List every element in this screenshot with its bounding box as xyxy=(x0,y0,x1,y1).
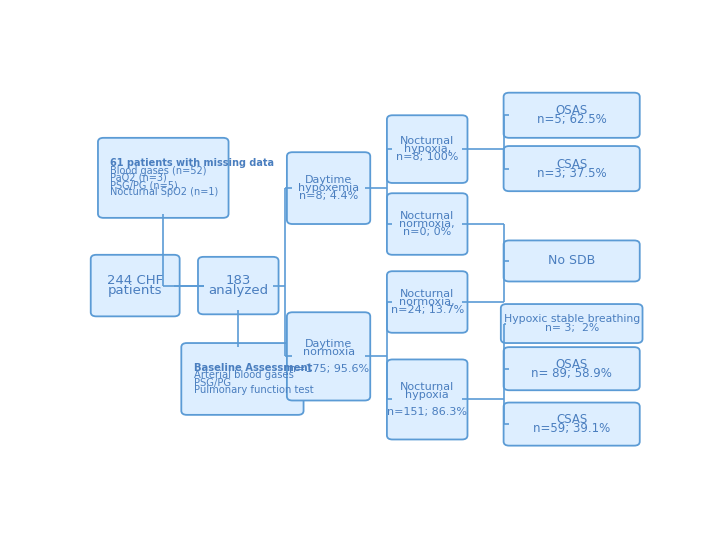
Text: normoxia,: normoxia, xyxy=(399,297,455,307)
Text: PSG/PG: PSG/PG xyxy=(194,378,231,387)
Text: n=59; 39.1%: n=59; 39.1% xyxy=(533,422,610,435)
Text: Blood gases (n=52): Blood gases (n=52) xyxy=(110,166,206,175)
Text: n=5; 62.5%: n=5; 62.5% xyxy=(537,113,607,126)
Text: hypoxemia: hypoxemia xyxy=(298,183,359,193)
FancyBboxPatch shape xyxy=(287,312,370,400)
Text: n= 3;  2%: n= 3; 2% xyxy=(544,322,599,333)
FancyBboxPatch shape xyxy=(98,138,229,218)
Text: No SDB: No SDB xyxy=(548,254,595,268)
FancyBboxPatch shape xyxy=(503,93,640,138)
FancyBboxPatch shape xyxy=(387,193,467,255)
FancyBboxPatch shape xyxy=(503,402,640,446)
FancyBboxPatch shape xyxy=(387,359,467,440)
Text: Nocturnal: Nocturnal xyxy=(400,382,455,392)
Text: n= 89; 58.9%: n= 89; 58.9% xyxy=(531,367,612,379)
Text: patients: patients xyxy=(108,284,163,297)
Text: normoxia: normoxia xyxy=(303,347,355,357)
Text: n=8; 100%: n=8; 100% xyxy=(396,152,458,163)
Text: n=24; 13.7%: n=24; 13.7% xyxy=(391,305,464,316)
Text: 244 CHF: 244 CHF xyxy=(107,274,163,287)
Text: Hypoxic stable breathing: Hypoxic stable breathing xyxy=(503,314,640,325)
Text: hypoxia: hypoxia xyxy=(405,390,449,400)
Text: n=0; 0%: n=0; 0% xyxy=(403,228,451,237)
Text: n=3; 37.5%: n=3; 37.5% xyxy=(537,166,607,180)
Text: PSG/PG (n=5): PSG/PG (n=5) xyxy=(110,180,178,190)
Text: 61 patients with missing data: 61 patients with missing data xyxy=(110,158,274,168)
Text: n=8; 4.4%: n=8; 4.4% xyxy=(299,191,358,201)
FancyBboxPatch shape xyxy=(387,115,467,183)
Text: CSAS: CSAS xyxy=(556,158,587,171)
FancyBboxPatch shape xyxy=(503,146,640,191)
FancyBboxPatch shape xyxy=(181,343,303,415)
Text: Nocturnal: Nocturnal xyxy=(400,289,455,298)
FancyBboxPatch shape xyxy=(500,304,642,343)
FancyBboxPatch shape xyxy=(387,271,467,333)
Text: PaO2 (n=3): PaO2 (n=3) xyxy=(110,173,167,183)
Text: Nocturnal SpO2 (n=1): Nocturnal SpO2 (n=1) xyxy=(110,188,219,197)
FancyBboxPatch shape xyxy=(287,152,370,224)
Text: Pulmonary function test: Pulmonary function test xyxy=(194,385,313,395)
Text: hypoxia,: hypoxia, xyxy=(404,144,451,154)
Text: OSAS: OSAS xyxy=(556,358,588,371)
Text: Nocturnal: Nocturnal xyxy=(400,211,455,221)
Text: CSAS: CSAS xyxy=(556,413,587,426)
Text: n=175; 95.6%: n=175; 95.6% xyxy=(288,364,369,374)
Text: normoxia,: normoxia, xyxy=(399,219,455,229)
Text: n=151; 86.3%: n=151; 86.3% xyxy=(387,407,467,417)
Text: Daytime: Daytime xyxy=(305,175,352,185)
Text: OSAS: OSAS xyxy=(556,104,588,117)
Text: Nocturnal: Nocturnal xyxy=(400,136,455,146)
Text: analyzed: analyzed xyxy=(208,284,268,297)
Text: 183: 183 xyxy=(226,274,251,287)
FancyBboxPatch shape xyxy=(503,240,640,281)
Text: Baseline Assessment: Baseline Assessment xyxy=(194,363,312,373)
FancyBboxPatch shape xyxy=(198,257,278,314)
Text: Daytime: Daytime xyxy=(305,339,352,349)
FancyBboxPatch shape xyxy=(503,347,640,390)
FancyBboxPatch shape xyxy=(91,255,180,317)
Text: Arterial blood gases: Arterial blood gases xyxy=(194,370,293,380)
